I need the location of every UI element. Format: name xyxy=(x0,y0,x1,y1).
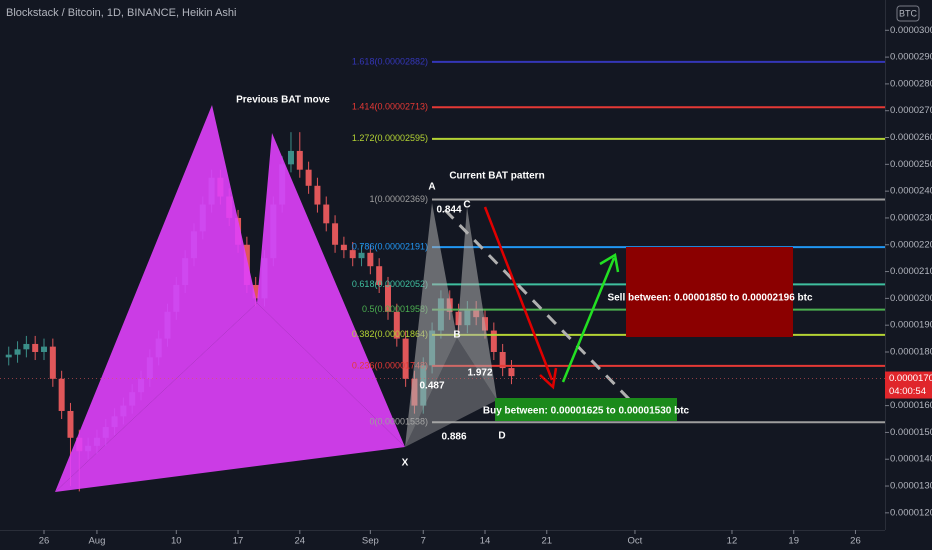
fib-label: 1.618(0.00002882) xyxy=(352,56,428,66)
candle-body xyxy=(58,378,65,411)
ratio-label: 0.487 xyxy=(419,381,444,392)
annotation: Current BAT pattern xyxy=(449,171,544,182)
point-label: A xyxy=(428,182,435,193)
ratio-label: 0.886 xyxy=(441,432,466,443)
buy-zone xyxy=(495,398,677,421)
candle-body xyxy=(23,343,30,350)
candle-body xyxy=(41,346,48,352)
fib-label: 1.414(0.00002713) xyxy=(352,102,428,112)
y-tick-label: 0.00002800 xyxy=(890,78,932,89)
currency-label: BTC xyxy=(899,8,918,18)
fib-label: 0.5(0.00001958) xyxy=(362,304,428,314)
ratio-label: 0.844 xyxy=(436,205,461,216)
y-tick-label: 0.00002000 xyxy=(890,293,932,304)
y-tick-label: 0.00002500 xyxy=(890,159,932,170)
annotation: Previous BAT move xyxy=(236,95,330,106)
x-tick-label: 19 xyxy=(788,536,799,547)
y-tick-label: 0.00002200 xyxy=(890,239,932,250)
fib-label: 0(0.00001538) xyxy=(369,417,428,427)
y-tick-label: 0.00002900 xyxy=(890,52,932,63)
x-tick-label: 26 xyxy=(39,536,50,547)
candle-body xyxy=(490,330,497,352)
sell-zone xyxy=(626,247,793,337)
point-label: B xyxy=(453,330,460,341)
x-tick-label: 12 xyxy=(727,536,738,547)
x-tick-label: 17 xyxy=(233,536,244,547)
candle-body xyxy=(296,150,303,170)
y-tick-label: 0.00003000 xyxy=(890,25,932,36)
candle-body xyxy=(323,204,330,224)
x-tick-label: Aug xyxy=(88,536,105,547)
candle-body xyxy=(508,368,515,377)
y-tick-label: 0.00001900 xyxy=(890,320,932,331)
candle-body xyxy=(332,223,339,245)
buy-text: Buy between: 0.00001625 to 0.00001530 bt… xyxy=(483,406,690,417)
y-tick-label: 0.00002700 xyxy=(890,105,932,116)
point-label: X xyxy=(402,458,409,469)
fib-label: 1.272(0.00002595) xyxy=(352,133,428,143)
current-bat-shape xyxy=(405,203,497,447)
candle-body xyxy=(384,284,391,312)
currency-button[interactable] xyxy=(896,5,920,22)
candle-body xyxy=(49,346,56,379)
green-arrow-head xyxy=(599,252,620,273)
previous-bat-lower xyxy=(55,303,405,492)
y-tick-label: 0.00002100 xyxy=(890,266,932,277)
candle-body xyxy=(305,169,312,186)
x-tick-label: 24 xyxy=(295,536,306,547)
candle-body xyxy=(287,150,294,165)
candle-body xyxy=(376,266,383,285)
candle-body xyxy=(340,244,347,251)
ratio-label: 1.972 xyxy=(467,368,492,379)
point-label: D xyxy=(498,431,505,442)
sell-text: Sell between: 0.00001850 to 0.00002196 b… xyxy=(607,293,813,304)
candle-body xyxy=(393,311,400,339)
candle-body xyxy=(314,185,321,205)
previous-bat-shape xyxy=(55,105,405,492)
x-tick-label: 21 xyxy=(541,536,552,547)
y-tick-label: 0.00002300 xyxy=(890,212,932,223)
candle-body xyxy=(367,252,374,267)
fib-label: 0.236(0.00001748) xyxy=(352,360,428,370)
x-tick-label: Sep xyxy=(362,536,379,547)
candle-body xyxy=(349,250,356,259)
chart-title: Blockstack / Bitcoin, 1D, BINANCE, Heiki… xyxy=(6,7,236,19)
y-tick-label: 0.00002400 xyxy=(890,186,932,197)
y-tick-label: 0.00001800 xyxy=(890,347,932,358)
price-tag xyxy=(885,371,932,399)
y-tick-label: 0.00001300 xyxy=(890,481,932,492)
candle-body xyxy=(14,349,21,355)
y-tick-label: 0.00001200 xyxy=(890,507,932,518)
fib-label: 0.786(0.00002191) xyxy=(352,242,428,252)
fib-label: 1(0.00002369) xyxy=(369,194,428,204)
green-arrow xyxy=(561,257,616,383)
x-tick-label: 7 xyxy=(421,536,426,547)
candle-body xyxy=(252,284,259,299)
x-tick-label: 26 xyxy=(850,536,861,547)
y-tick-label: 0.00001500 xyxy=(890,427,932,438)
fib-label: 0.618(0.00002052) xyxy=(352,279,428,289)
countdown: 04:00:54 xyxy=(889,386,926,397)
x-tick-label: Oct xyxy=(628,536,643,547)
candle-body xyxy=(402,338,409,379)
candle-body xyxy=(5,354,12,358)
y-tick-label: 0.00001600 xyxy=(890,400,932,411)
current-bat-lower xyxy=(405,338,497,447)
dashed-trend xyxy=(443,208,632,402)
fib-label: 0.382(0.00001864) xyxy=(352,329,428,339)
price-tag-label: 0.00001701 xyxy=(889,373,932,384)
axes: 0.00001200 0.00001300 0.00001400 0.00001500… xyxy=(0,25,932,547)
x-tick-label: 10 xyxy=(171,536,182,547)
candle-body xyxy=(32,343,39,352)
x-tick-label: 14 xyxy=(480,536,491,547)
red-arrow xyxy=(483,206,554,381)
candle-body xyxy=(499,351,506,369)
candle-body xyxy=(67,410,74,438)
y-tick-label: 0.00001400 xyxy=(890,454,932,465)
y-tick-label: 0.00002600 xyxy=(890,132,932,143)
point-label: C xyxy=(463,200,470,211)
candle-body xyxy=(358,252,365,259)
